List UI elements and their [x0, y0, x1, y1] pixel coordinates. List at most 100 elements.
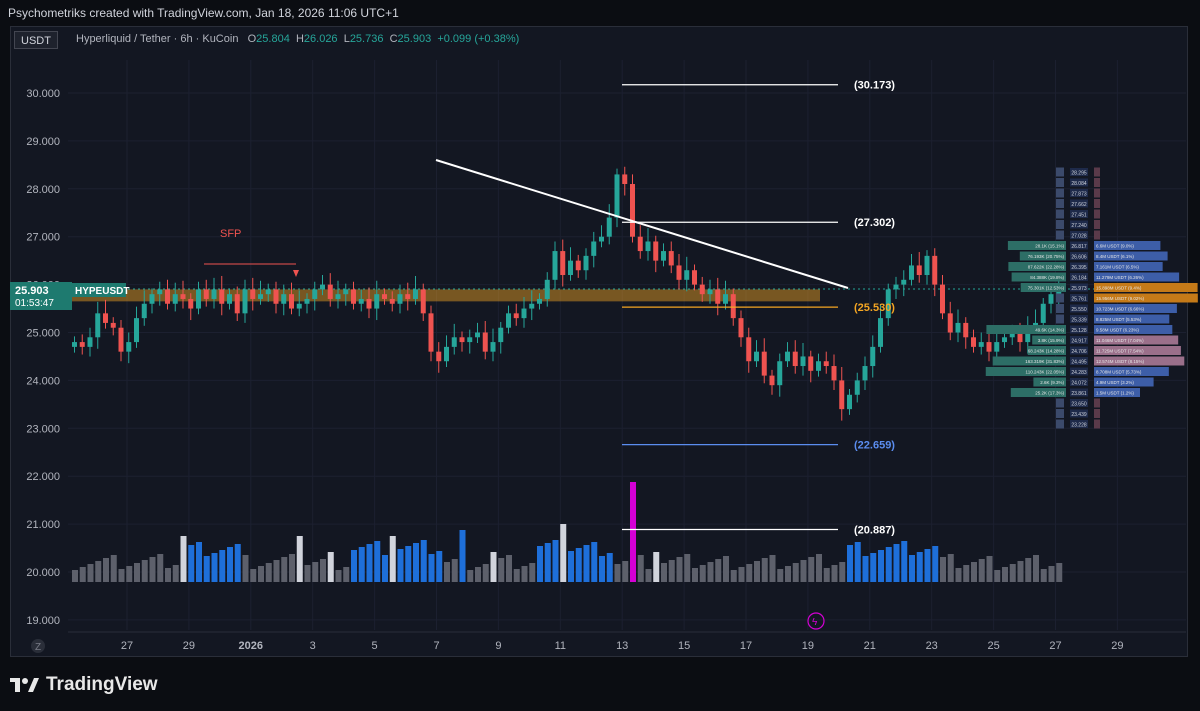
change-value: +0.099 (+0.38%)	[437, 33, 520, 45]
vp-buy-label: 163.319K (31.83%)	[1025, 359, 1064, 364]
vp-buy-bar	[1056, 398, 1064, 408]
level-label: (30.173)	[854, 80, 895, 92]
vp-price-cell	[1070, 294, 1088, 302]
candle-up	[901, 279, 907, 285]
chart-frame[interactable]	[10, 26, 1188, 657]
x-tick-label: 2026	[239, 640, 263, 652]
volume-bar	[885, 547, 892, 582]
candle-up	[506, 313, 511, 328]
volume-bar	[420, 540, 427, 582]
vp-price-cell	[1070, 210, 1088, 218]
vp-buy-bar	[1056, 230, 1064, 240]
volume-bar	[1040, 569, 1047, 582]
vp-buy-label: 84.388K (19.8%)	[1030, 275, 1064, 280]
candle-down	[715, 289, 721, 304]
vp-price: 27.240	[1071, 223, 1087, 229]
candle-up	[296, 303, 302, 309]
volume-bar	[389, 536, 396, 582]
vp-price-cell	[1070, 199, 1088, 208]
volume-bar	[808, 557, 815, 582]
candle-down	[273, 289, 279, 304]
volume-bar	[1056, 563, 1063, 582]
price-tag-price: 25.903	[15, 285, 49, 297]
candle-down	[622, 174, 628, 185]
vp-price-cell	[1070, 231, 1088, 239]
volume-bar	[451, 559, 458, 582]
timezone-label: Z	[35, 642, 41, 653]
lightning-icon[interactable]	[807, 612, 825, 630]
volume-bar	[707, 562, 714, 582]
candle-up	[583, 255, 589, 271]
x-tick-label: 13	[616, 640, 628, 652]
volume-bar	[1025, 558, 1032, 582]
x-tick-label: 17	[740, 640, 752, 652]
vp-buy-bar	[1056, 199, 1064, 208]
volume-bar	[165, 568, 171, 582]
vp-sell-bar	[1094, 199, 1100, 208]
candle-down	[769, 375, 775, 386]
x-tick-label: 19	[802, 640, 814, 652]
high-value: 26.026	[303, 33, 338, 45]
y-tick-label: 25.000	[26, 328, 60, 340]
candle-down	[575, 260, 581, 271]
candle-up	[157, 289, 163, 295]
vp-price-cell	[1070, 367, 1088, 376]
candle-up	[1009, 332, 1015, 338]
vp-buy-label: 87.622K (22.28%)	[1028, 265, 1065, 270]
vp-buy-bar	[1056, 220, 1064, 229]
vp-price: 25.973	[1071, 286, 1087, 292]
x-tick-label: 29	[183, 640, 195, 652]
volume-bar	[1048, 566, 1055, 582]
vp-price: 27.873	[1071, 192, 1087, 198]
volume-bar	[358, 547, 365, 582]
candle-down	[746, 337, 752, 362]
volume-bar	[180, 536, 187, 582]
candle-up	[196, 289, 201, 309]
candle-down	[79, 342, 85, 347]
volume-bar	[118, 569, 125, 582]
candle-up	[723, 294, 728, 304]
close-value: 25.903	[397, 33, 432, 45]
volume-bar	[606, 553, 613, 582]
volume-bar	[459, 530, 466, 582]
grid	[68, 60, 1186, 630]
vp-price-cell	[1070, 283, 1088, 292]
volume-bar	[79, 567, 86, 582]
volume-bar	[878, 550, 884, 582]
volume-bar	[676, 557, 683, 582]
brand-footer[interactable]: TradingView	[10, 672, 158, 698]
y-tick-label: 24.000	[26, 375, 60, 387]
candle-down	[103, 313, 108, 323]
vp-buy-bar	[1032, 335, 1066, 345]
vp-sell-label: 8.4M USDT (6.1%)	[1096, 254, 1134, 259]
volume-profile: 28.295 28.084 27.873 27.662 27.451 27.240 27.0…	[985, 167, 1198, 429]
volume-bar	[575, 548, 582, 582]
vp-sell-bar	[1094, 409, 1100, 418]
candle-down	[823, 361, 829, 367]
candle-up	[909, 265, 914, 280]
attribution-text: Psychometriks created with TradingView.c…	[8, 6, 399, 20]
currency-badge[interactable]: USDT	[14, 31, 58, 49]
volume-bar	[203, 556, 210, 582]
candle-up	[800, 356, 806, 367]
volume-bar	[273, 560, 280, 582]
symbol-tag: HYPEUSDT	[75, 286, 129, 297]
vp-price: 23.439	[1071, 412, 1087, 418]
candle-down	[699, 284, 705, 295]
vp-sell-bar	[1094, 241, 1161, 250]
candle-down	[110, 322, 116, 328]
low-label: L	[343, 33, 350, 45]
candle-up	[444, 346, 449, 362]
volume-bar	[978, 559, 985, 582]
volume-bar	[963, 565, 970, 582]
x-tick-label: 29	[1111, 640, 1123, 652]
vp-buy-bar	[992, 356, 1066, 366]
volume-bar	[777, 569, 784, 582]
vp-sell-bar	[1094, 220, 1100, 229]
candle-up	[95, 313, 101, 338]
volume-bar	[219, 550, 226, 582]
volume-bar	[986, 556, 993, 582]
volume-bar	[444, 562, 450, 582]
trendline[interactable]	[435, 159, 849, 289]
